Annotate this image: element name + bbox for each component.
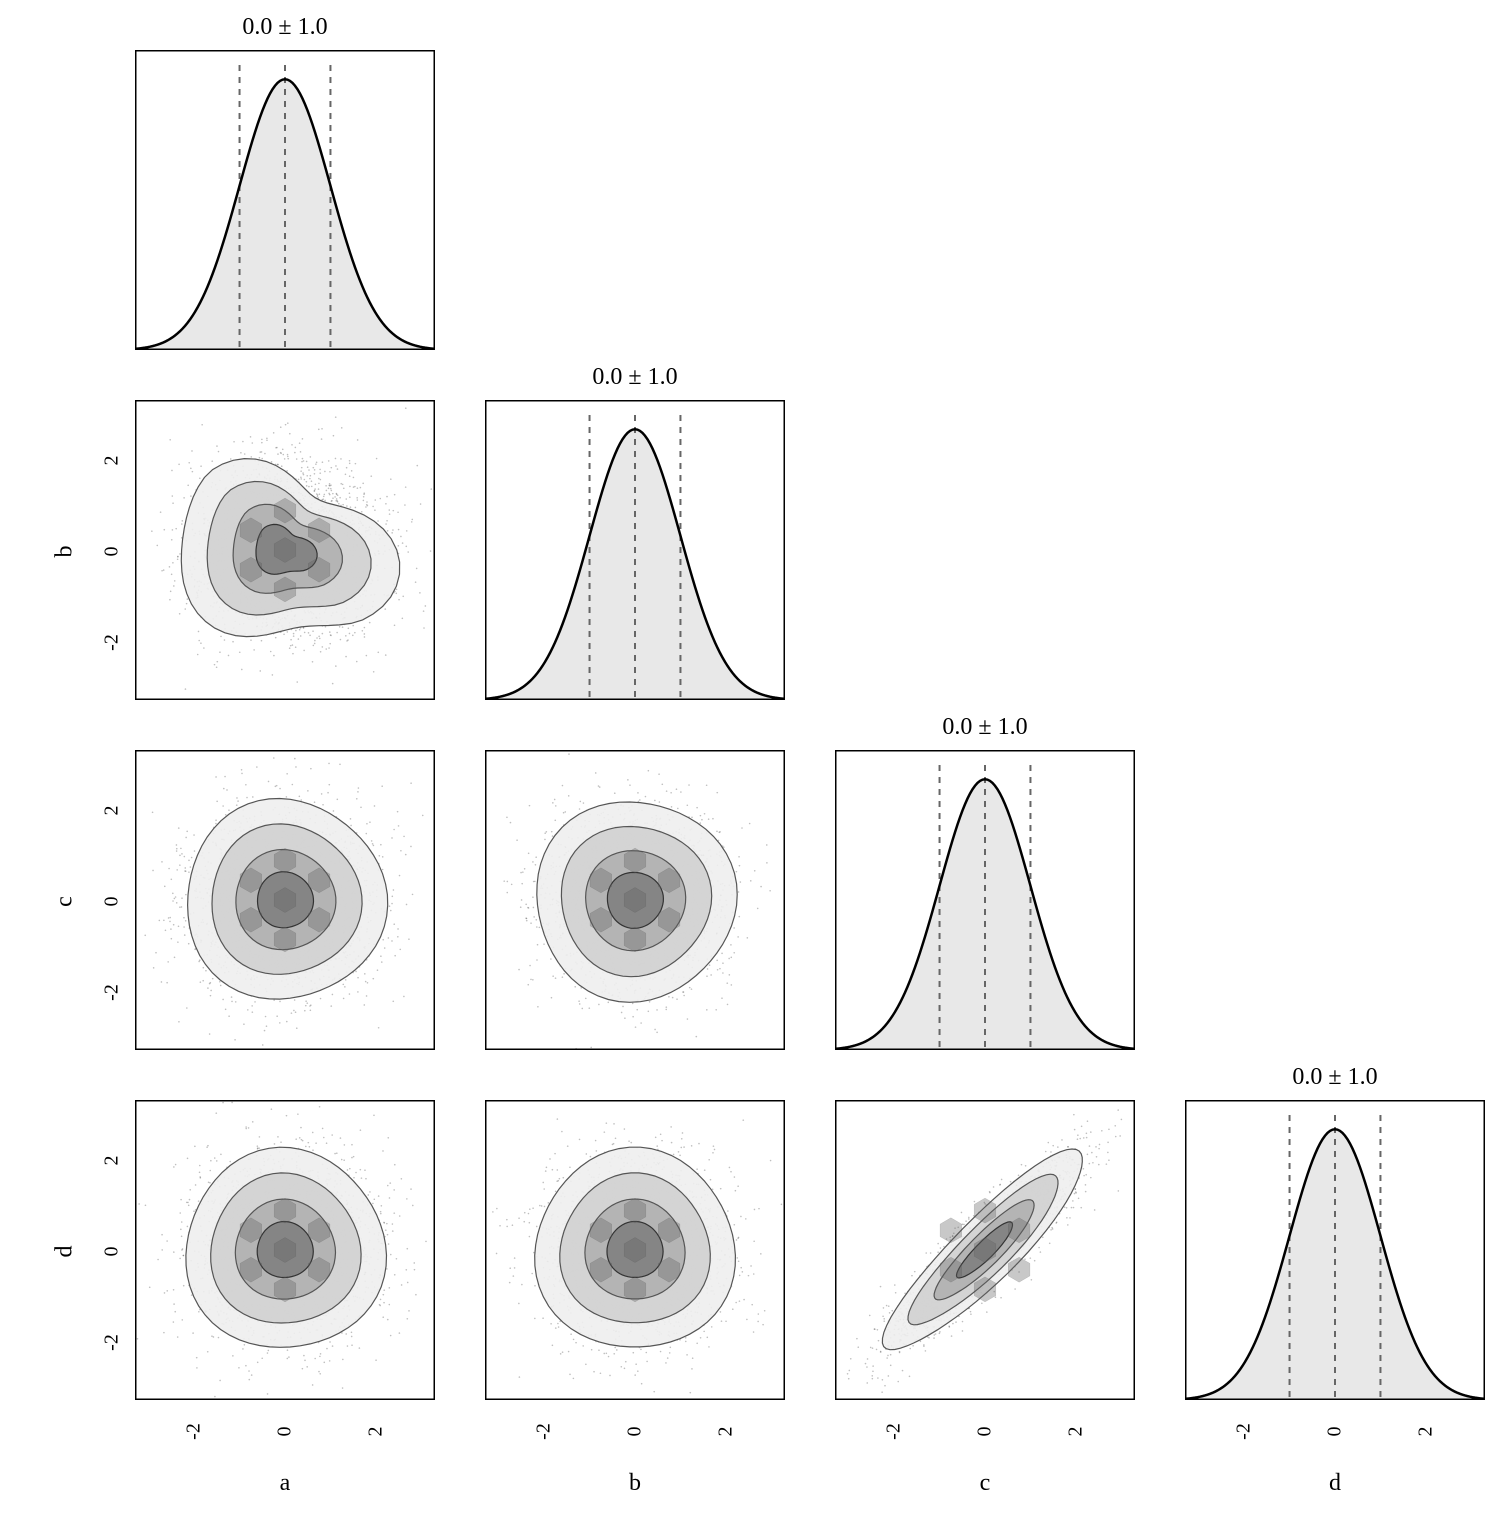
scatter-panel-b-c — [485, 750, 785, 1050]
scatter-panel-b-d: -202b — [485, 1100, 785, 1400]
hist-title-d: 0.0 ± 1.0 — [1185, 1064, 1485, 1091]
xtick-b-1: 0 — [624, 1417, 647, 1447]
ylabel-c: c — [52, 882, 79, 922]
xtick-d-2: 2 — [1414, 1417, 1437, 1447]
xlabel-d: d — [1315, 1470, 1355, 1497]
xtick-d-1: 0 — [1324, 1417, 1347, 1447]
ytick-c-0: -2 — [101, 977, 124, 1007]
hist-title-a: 0.0 ± 1.0 — [135, 14, 435, 41]
hist-panel-b: 0.0 ± 1.0 — [485, 400, 785, 700]
xlabel-b: b — [615, 1470, 655, 1497]
hist-title-b: 0.0 ± 1.0 — [485, 364, 785, 391]
ytick-d-2: 2 — [101, 1146, 124, 1176]
xtick-a-2: 2 — [364, 1417, 387, 1447]
xtick-d-0: -2 — [1233, 1417, 1256, 1447]
ytick-c-1: 0 — [101, 887, 124, 917]
xtick-c-0: -2 — [883, 1417, 906, 1447]
ylabel-d: d — [52, 1232, 79, 1272]
hist-panel-d: 0.0 ± 1.0-202d — [1185, 1100, 1485, 1400]
ytick-b-2: 2 — [101, 446, 124, 476]
xtick-a-0: -2 — [183, 1417, 206, 1447]
xtick-a-1: 0 — [274, 1417, 297, 1447]
scatter-panel-a-d: -202d-202a — [135, 1100, 435, 1400]
ylabel-b: b — [52, 532, 79, 572]
xtick-c-1: 0 — [974, 1417, 997, 1447]
ytick-c-2: 2 — [101, 796, 124, 826]
scatter-panel-a-c: -202c — [135, 750, 435, 1050]
hist-title-c: 0.0 ± 1.0 — [835, 714, 1135, 741]
xlabel-c: c — [965, 1470, 1005, 1497]
hist-panel-a: 0.0 ± 1.0 — [135, 50, 435, 350]
scatter-panel-c-d: -202c — [835, 1100, 1135, 1400]
corner-plot-figure: 0.0 ± 1.0-202b0.0 ± 1.0-202c0.0 ± 1.0-20… — [0, 0, 1498, 1526]
ytick-d-0: -2 — [101, 1327, 124, 1357]
ytick-d-1: 0 — [101, 1237, 124, 1267]
hist-panel-c: 0.0 ± 1.0 — [835, 750, 1135, 1050]
scatter-panel-a-b: -202b — [135, 400, 435, 700]
xtick-b-2: 2 — [714, 1417, 737, 1447]
xlabel-a: a — [265, 1470, 305, 1497]
ytick-b-1: 0 — [101, 537, 124, 567]
xtick-c-2: 2 — [1064, 1417, 1087, 1447]
ytick-b-0: -2 — [101, 627, 124, 657]
xtick-b-0: -2 — [533, 1417, 556, 1447]
